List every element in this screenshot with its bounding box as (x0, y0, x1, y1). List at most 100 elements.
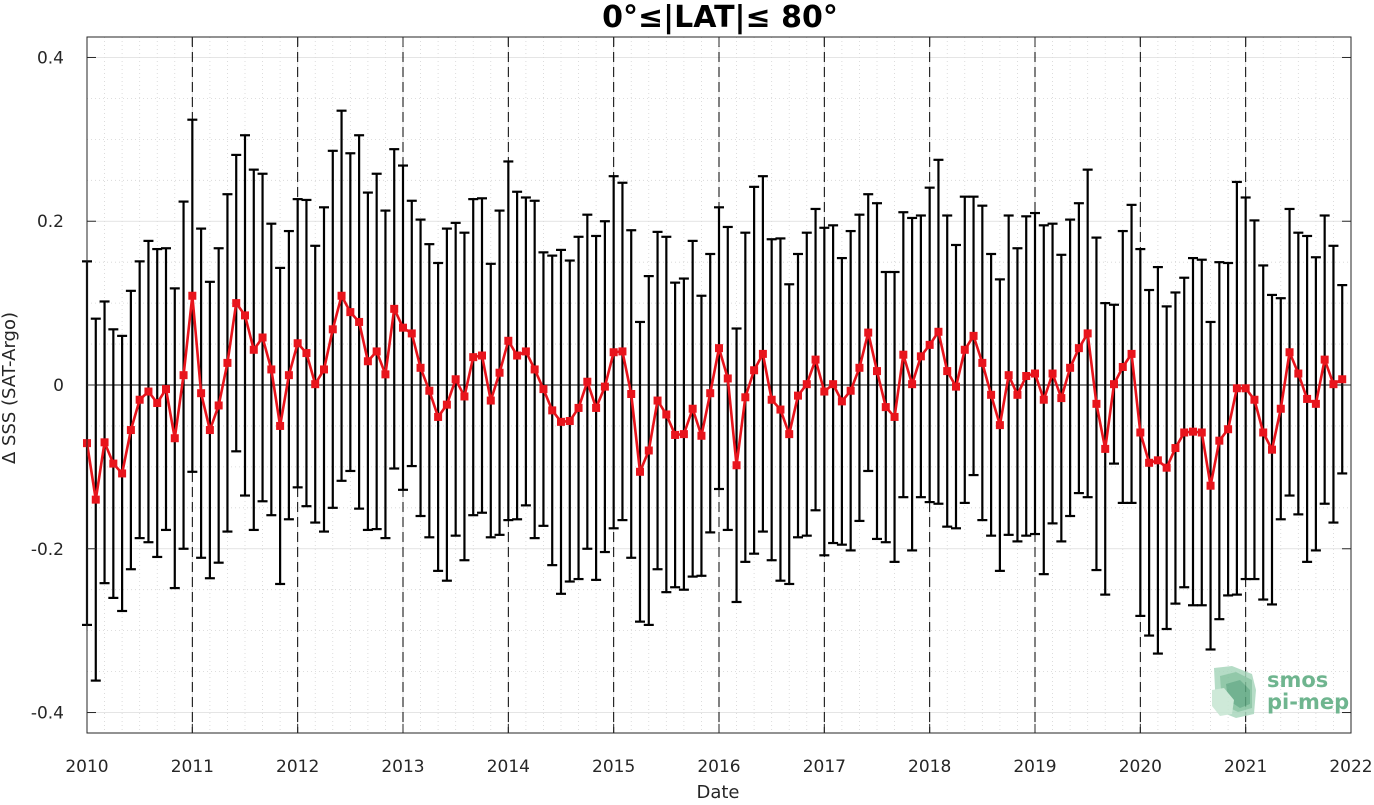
x-tick-label: 2015 (592, 757, 635, 777)
data-point (653, 396, 662, 405)
data-point (1031, 369, 1039, 378)
data-point (293, 339, 302, 348)
data-point (820, 387, 829, 396)
y-tick-label: 0.4 (37, 48, 64, 68)
data-point (451, 375, 460, 384)
data-point (1320, 355, 1329, 364)
data-point (978, 358, 987, 367)
data-point (1197, 428, 1206, 437)
logo-text-pi-mep: pi-mep (1267, 690, 1349, 714)
data-point (794, 391, 802, 400)
x-tick-label: 2019 (1013, 757, 1056, 777)
data-point (750, 366, 759, 375)
data-point (249, 345, 258, 354)
data-point (636, 467, 644, 476)
y-tick-label: -0.4 (31, 704, 64, 724)
data-point (565, 417, 574, 426)
data-point (162, 385, 170, 394)
data-point (723, 374, 732, 383)
data-point (530, 365, 539, 374)
data-point (1206, 481, 1215, 490)
data-point (363, 357, 372, 366)
data-point (934, 327, 943, 336)
data-point (241, 311, 249, 320)
data-point (697, 431, 706, 440)
data-point (302, 349, 311, 358)
y-tick-label: 0.2 (37, 212, 64, 232)
data-point (328, 325, 337, 334)
data-point (1215, 436, 1224, 445)
data-point (1189, 427, 1197, 436)
x-tick-label: 2017 (803, 757, 846, 777)
data-point (1241, 384, 1250, 393)
y-tick-labels: 0.4 0.2 0 -0.2 -0.4 (31, 48, 64, 723)
data-point (284, 371, 293, 380)
data-point (135, 395, 144, 404)
data-point (1136, 428, 1145, 437)
data-point (205, 426, 214, 435)
data-point (346, 308, 355, 317)
data-point (1074, 344, 1083, 353)
data-point (1285, 348, 1294, 357)
x-tick-label: 2013 (381, 757, 424, 777)
data-point (407, 329, 416, 338)
data-point (1276, 404, 1285, 413)
x-axis-label: Date (696, 782, 739, 801)
data-point (416, 363, 425, 372)
data-point (767, 395, 776, 404)
data-point (916, 352, 925, 361)
data-point (320, 365, 328, 374)
data-point (583, 377, 592, 386)
data-point (925, 340, 934, 349)
data-point (214, 401, 223, 410)
data-point (952, 382, 960, 391)
data-point (715, 344, 723, 353)
data-point (855, 363, 864, 372)
data-point (1162, 463, 1171, 472)
error-bars (82, 109, 1348, 682)
data-point (1013, 390, 1022, 399)
data-point (1180, 428, 1189, 437)
data-point (785, 430, 794, 439)
data-point (390, 304, 399, 313)
data-point (170, 434, 179, 443)
data-markers (83, 291, 1347, 504)
smos-pi-mep-logo: smos pi-mep (1212, 666, 1349, 718)
data-point (960, 345, 969, 354)
data-point (662, 410, 671, 419)
data-point (732, 461, 741, 470)
x-tick-label: 2014 (487, 757, 530, 777)
data-point (618, 347, 627, 356)
data-point (144, 387, 153, 396)
data-point (1294, 369, 1303, 378)
x-tick-label: 2010 (65, 757, 108, 777)
data-point (741, 393, 750, 402)
x-tick-label: 2021 (1224, 757, 1267, 777)
data-point (232, 299, 241, 308)
data-point (442, 400, 451, 409)
data-point (600, 382, 609, 391)
data-point (837, 397, 846, 406)
data-point (126, 426, 135, 435)
data-point (153, 399, 162, 408)
data-point (469, 353, 478, 362)
data-point (1004, 371, 1013, 380)
data-point (758, 349, 767, 358)
data-point (513, 351, 522, 360)
data-point (311, 380, 320, 389)
data-point (943, 367, 952, 376)
data-point (1048, 369, 1057, 378)
data-point (802, 380, 811, 389)
y-tick-label: 0 (53, 376, 64, 396)
data-point (609, 348, 618, 357)
data-point (372, 347, 381, 356)
data-point (995, 421, 1004, 430)
data-point (969, 331, 978, 340)
data-point (1083, 329, 1092, 338)
x-tick-labels: 2010 2011 2012 2013 2014 2015 2016 2017 2018 2019… (65, 757, 1372, 777)
data-point (864, 328, 873, 337)
data-point (495, 368, 504, 377)
data-point (908, 380, 917, 389)
